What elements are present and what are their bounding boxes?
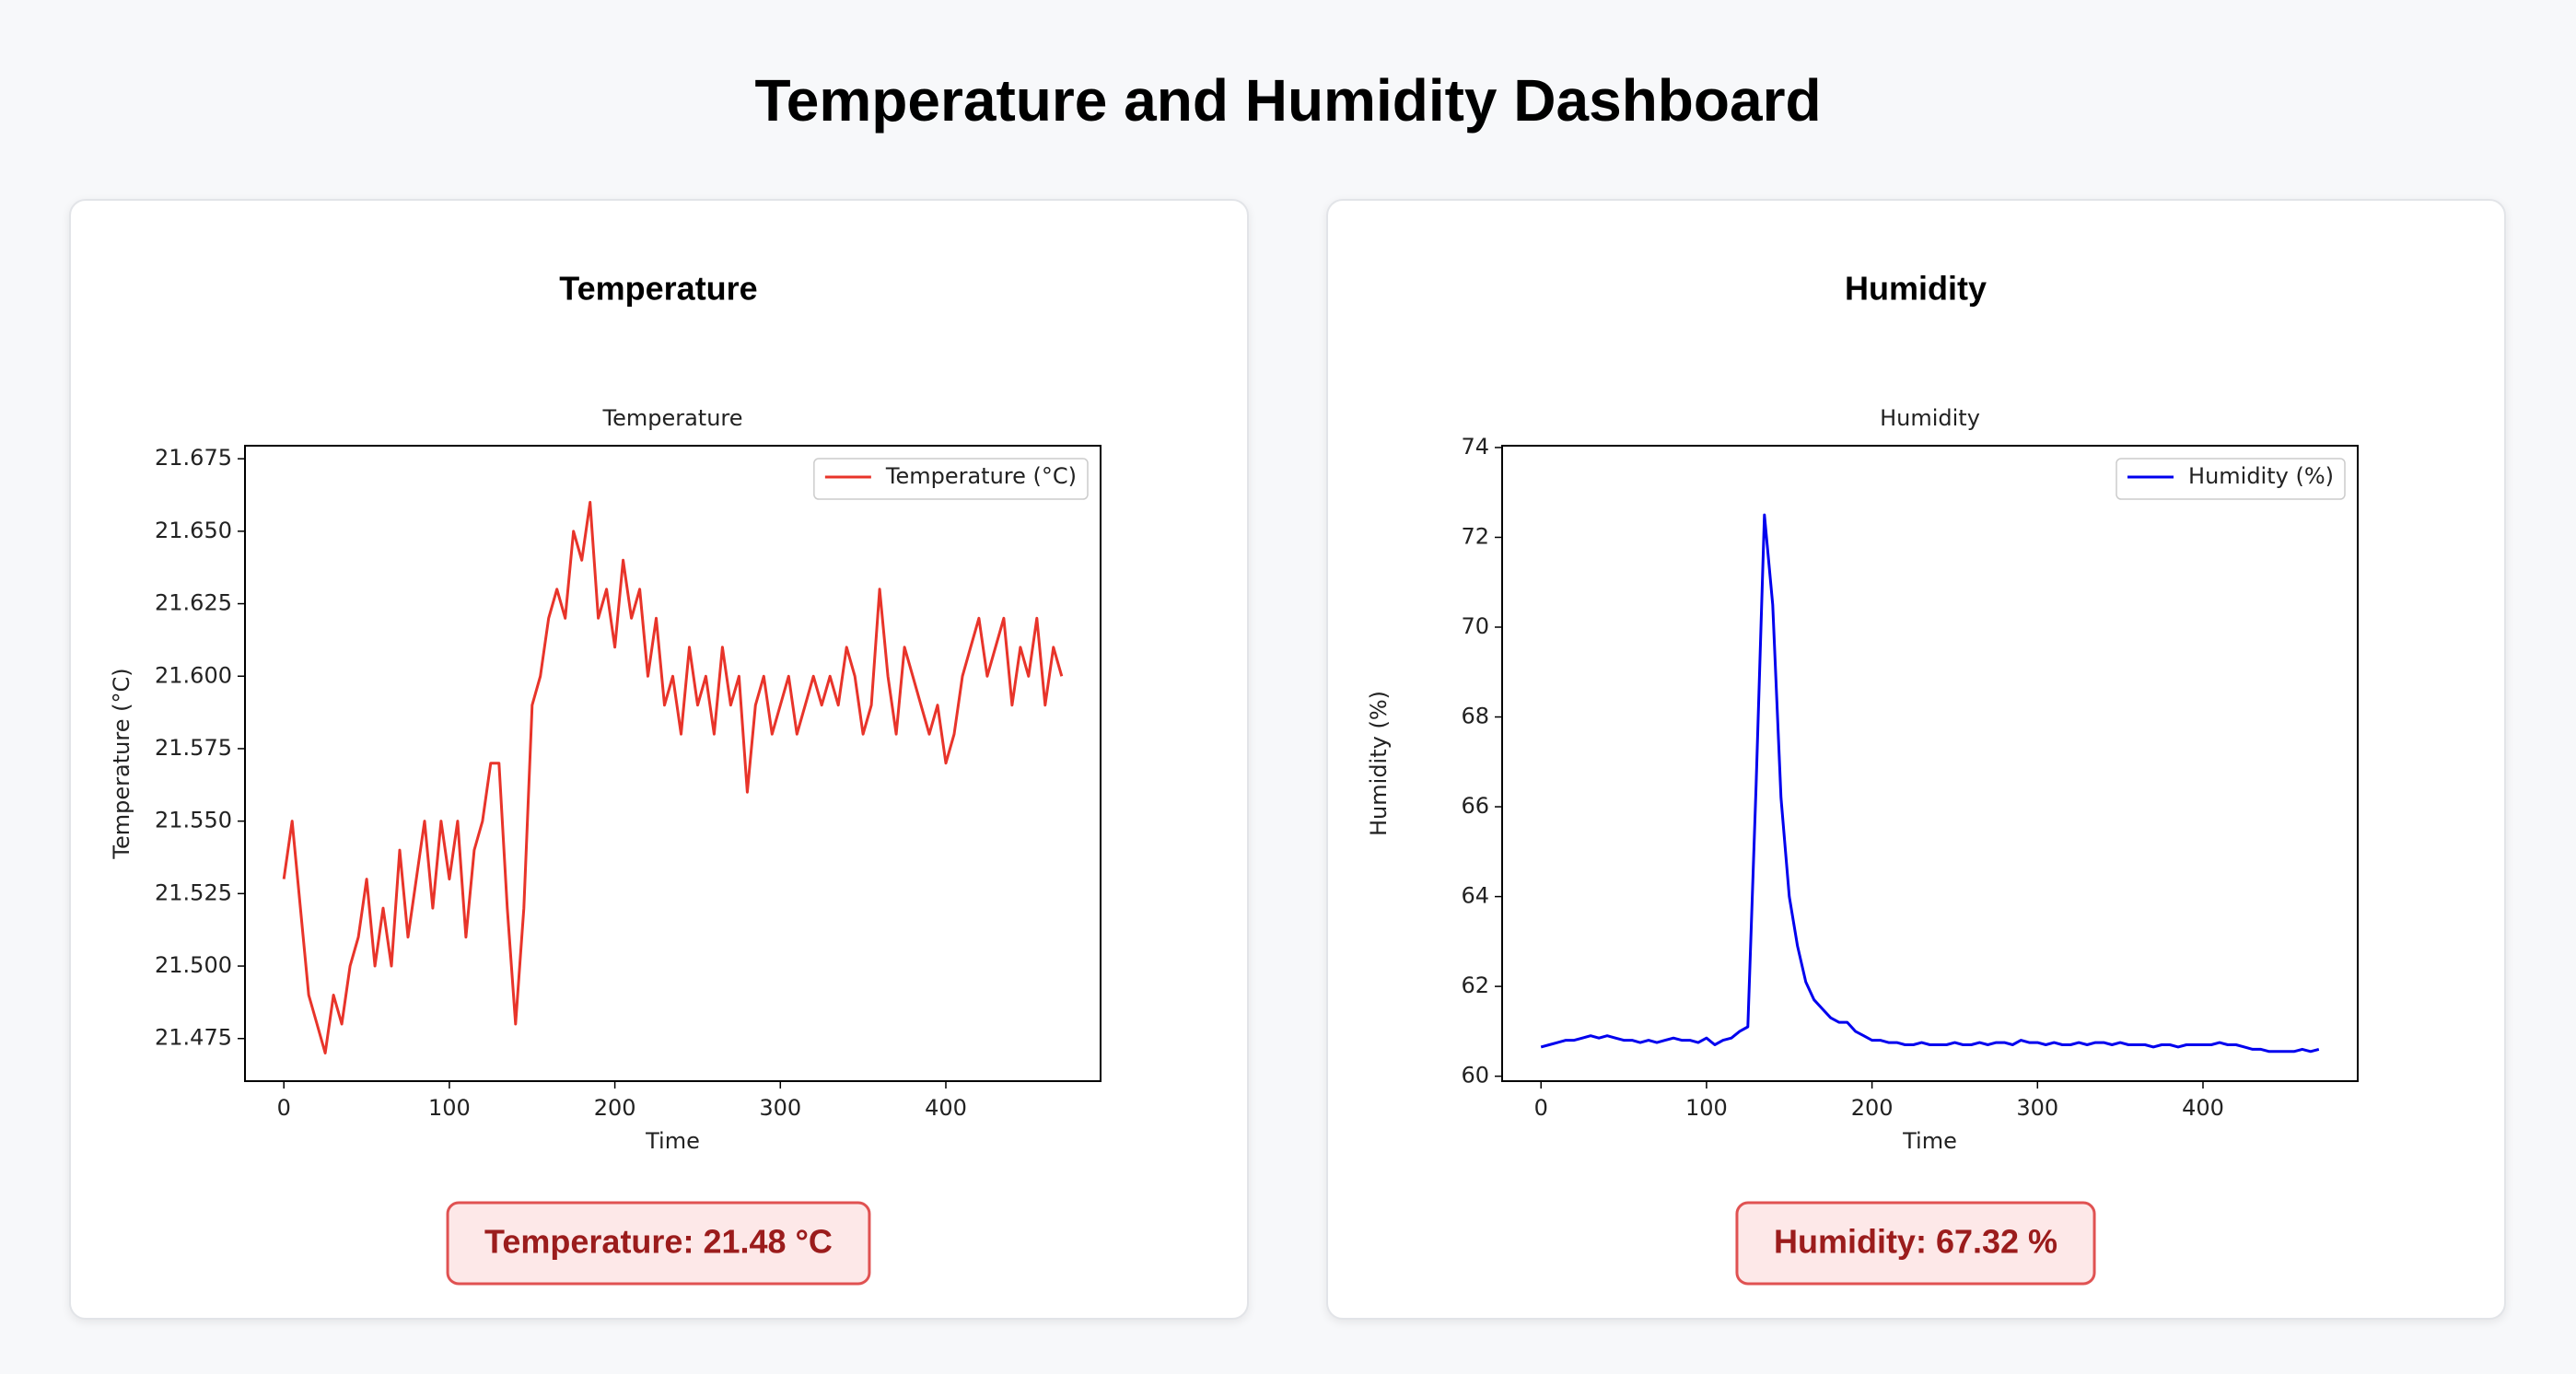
panel: Temperature Temperature 0 100 200 300 400 21.47… xyxy=(69,199,1249,1320)
x-tick-label: 300 xyxy=(759,1095,801,1121)
legend-box xyxy=(2116,458,2346,500)
x-tick-label: 200 xyxy=(1851,1095,1894,1121)
y-tick-label: 70 xyxy=(1461,613,1489,639)
y-tick-label: 21.625 xyxy=(155,590,232,616)
legend-label: Humidity (%) xyxy=(2188,463,2334,489)
panel-heading: Temperature xyxy=(559,270,757,308)
x-tick-label: 400 xyxy=(925,1095,967,1121)
y-tick-label: 21.500 xyxy=(155,952,232,978)
page-title: Temperature and Humidity Dashboard xyxy=(754,67,1822,134)
x-axis-label: Time xyxy=(645,1128,700,1154)
y-tick-label: 21.575 xyxy=(155,735,232,761)
y-tick-label: 21.475 xyxy=(155,1025,232,1051)
chart-title: Temperature xyxy=(601,405,742,431)
x-tick-label: 0 xyxy=(277,1095,291,1121)
y-tick-label: 21.650 xyxy=(155,518,232,543)
chart-title: Humidity xyxy=(1880,405,1980,431)
y-tick-label: 66 xyxy=(1461,793,1489,819)
legend-box xyxy=(813,458,1089,500)
x-tick-label: 200 xyxy=(594,1095,636,1121)
x-tick-label: 300 xyxy=(2016,1095,2058,1121)
y-tick-label: 64 xyxy=(1461,883,1489,909)
panel-chart: Humidity Humidity 0 100 200 300 400 60 62 64 66 68 7… xyxy=(1366,270,2359,1286)
readout-value: Temperature: 21.48 °C xyxy=(484,1223,833,1261)
x-axis-label: Time xyxy=(1902,1128,1957,1154)
readout-value: Humidity: 67.32 % xyxy=(1774,1223,2057,1261)
legend-label: Temperature (°C) xyxy=(885,463,1077,489)
x-tick-label: 100 xyxy=(428,1095,471,1121)
plot-area xyxy=(244,445,1102,1082)
panel-chart: Temperature Temperature 0 100 200 300 400 21.47… xyxy=(109,270,1102,1286)
y-tick-label: 68 xyxy=(1461,704,1489,729)
plot-area xyxy=(1501,445,2359,1082)
x-tick-label: 400 xyxy=(2182,1095,2224,1121)
legend: Temperature (°C) xyxy=(813,458,1089,500)
y-tick-label: 62 xyxy=(1461,972,1489,998)
x-tick-label: 0 xyxy=(1534,1095,1548,1121)
y-tick-label: 21.550 xyxy=(155,808,232,833)
y-axis-label: Temperature (°C) xyxy=(109,668,134,859)
y-tick-label: 21.525 xyxy=(155,879,232,905)
panel: Humidity Humidity 0 100 200 300 400 60 62 64 66 68 7… xyxy=(1326,199,2506,1320)
readout-box xyxy=(446,1201,871,1286)
legend: Humidity (%) xyxy=(2116,458,2346,500)
x-tick-label: 100 xyxy=(1685,1095,1728,1121)
y-tick-label: 74 xyxy=(1461,434,1489,460)
y-axis-label: Humidity (%) xyxy=(1366,691,1392,836)
data-line xyxy=(1540,513,2320,1054)
panel-heading: Humidity xyxy=(1845,270,1987,308)
y-tick-label: 21.600 xyxy=(155,662,232,688)
y-tick-label: 21.675 xyxy=(155,445,232,471)
data-line xyxy=(282,500,1064,1054)
y-tick-label: 60 xyxy=(1461,1063,1489,1089)
readout-box xyxy=(1735,1201,2096,1286)
y-tick-label: 72 xyxy=(1461,523,1489,549)
